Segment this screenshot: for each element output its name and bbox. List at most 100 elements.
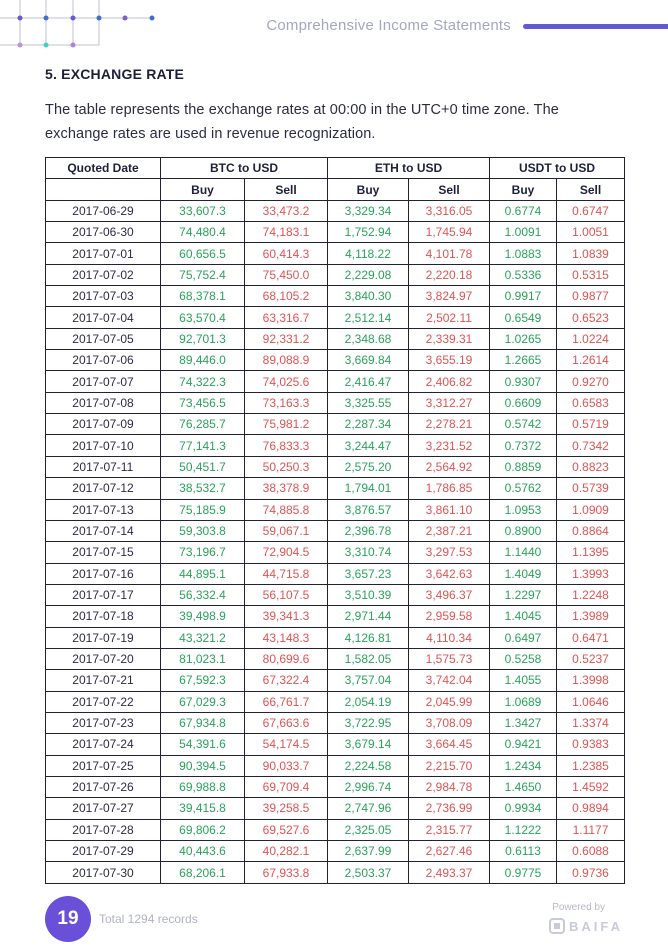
cell-usdt-buy: 0.8859 (489, 455, 557, 479)
cell-btc-buy: 68,378.1 (160, 285, 245, 308)
table-body: 2017-06-29 33,607.3 33,473.2 3,329.34 3,316.… (45, 199, 625, 884)
cell-eth-sell: 2,984.78 (408, 775, 490, 799)
table-row: 2017-07-27 39,415.8 39,258.5 2,747.96 2,736.… (45, 797, 625, 820)
cell-usdt-sell: 0.6747 (556, 199, 625, 223)
cell-date: 2017-07-18 (45, 605, 161, 628)
cell-btc-sell: 66,761.7 (244, 690, 328, 713)
cell-eth-sell: 3,655.19 (408, 349, 490, 372)
cell-eth-sell: 2,959.58 (408, 605, 490, 628)
cell-date: 2017-07-06 (45, 349, 161, 372)
cell-eth-buy: 4,126.81 (327, 626, 409, 649)
cell-date: 2017-07-22 (45, 690, 161, 713)
cell-btc-buy: 68,206.1 (160, 861, 245, 884)
cell-btc-sell: 69,527.6 (244, 818, 328, 842)
cell-date: 2017-07-19 (45, 626, 161, 649)
table-row: 2017-07-30 68,206.1 67,933.8 2,503.37 2,493.… (45, 861, 625, 884)
table-row: 2017-07-26 69,988.8 69,709.4 2,996.74 2,984.… (45, 775, 625, 799)
cell-usdt-buy: 1.4650 (489, 775, 557, 799)
cell-usdt-buy: 1.3427 (489, 711, 557, 735)
cell-eth-buy: 2,575.20 (327, 455, 409, 479)
cell-usdt-sell: 0.5237 (556, 647, 625, 671)
table-row: 2017-07-04 63,570.4 63,316.7 2,512.14 2,502.… (45, 306, 625, 329)
table-row: 2017-07-01 60,656.5 60,414.3 4,118.22 4,101.… (45, 242, 625, 265)
cell-eth-buy: 2,348.68 (327, 327, 409, 351)
cell-btc-buy: 76,285.7 (160, 413, 245, 436)
cell-usdt-sell: 1.3989 (556, 605, 625, 628)
table-row: 2017-07-13 75,185.9 74,885.8 3,876.57 3,861.… (45, 498, 625, 521)
cell-btc-sell: 72,904.5 (244, 541, 328, 564)
cell-date: 2017-07-20 (45, 647, 161, 671)
cell-usdt-sell: 1.0051 (556, 221, 625, 244)
cell-usdt-sell: 0.6583 (556, 391, 625, 415)
col-header-date: Quoted Date (45, 156, 161, 180)
cell-btc-buy: 69,806.2 (160, 818, 245, 842)
cell-eth-sell: 2,339.31 (408, 327, 490, 351)
cell-btc-sell: 68,105.2 (244, 285, 328, 308)
cell-btc-buy: 67,029.3 (160, 690, 245, 713)
cell-btc-buy: 40,443.6 (160, 839, 245, 863)
cell-eth-sell: 3,642.63 (408, 562, 490, 585)
cell-eth-buy: 1,794.01 (327, 477, 409, 500)
cell-btc-sell: 38,378.9 (244, 477, 328, 500)
cell-date: 2017-07-27 (45, 797, 161, 820)
cell-btc-buy: 50,451.7 (160, 455, 245, 479)
cell-usdt-buy: 0.9421 (489, 733, 557, 756)
cell-eth-buy: 2,416.47 (327, 370, 409, 393)
powered-by-label: Powered by (552, 902, 605, 913)
cell-eth-sell: 2,564.92 (408, 455, 490, 479)
cell-usdt-sell: 1.2248 (556, 583, 625, 607)
cell-btc-buy: 89,446.0 (160, 349, 245, 372)
cell-usdt-sell: 0.5315 (556, 263, 625, 287)
cell-btc-sell: 74,183.1 (244, 221, 328, 244)
cell-usdt-buy: 0.6549 (489, 306, 557, 329)
table-row: 2017-07-19 43,321.2 43,148.3 4,126.81 4,110.… (45, 626, 625, 649)
cell-date: 2017-07-28 (45, 818, 161, 842)
cell-usdt-buy: 1.4049 (489, 562, 557, 585)
cell-eth-buy: 2,054.19 (327, 690, 409, 713)
table-row: 2017-06-30 74,480.4 74,183.1 1,752.94 1,745.… (45, 221, 625, 244)
cell-usdt-sell: 1.2385 (556, 754, 625, 777)
table-row: 2017-07-05 92,701.3 92,331.2 2,348.68 2,339.… (45, 327, 625, 351)
cell-usdt-sell: 0.6471 (556, 626, 625, 649)
table-row: 2017-07-21 67,592.3 67,322.4 3,757.04 3,742.… (45, 669, 625, 692)
cell-usdt-buy: 0.5742 (489, 413, 557, 436)
cell-date: 2017-07-04 (45, 306, 161, 329)
col-header-eth: ETH to USD (327, 156, 490, 180)
cell-eth-sell: 3,316.05 (408, 199, 490, 223)
cell-btc-sell: 39,258.5 (244, 797, 328, 820)
cell-btc-sell: 75,450.0 (244, 263, 328, 287)
brand-name: BAIFA (569, 918, 623, 934)
cell-eth-buy: 3,669.84 (327, 349, 409, 372)
cell-date: 2017-07-10 (45, 434, 161, 457)
table-row: 2017-07-03 68,378.1 68,105.2 3,840.30 3,824.… (45, 285, 625, 308)
table-row: 2017-07-15 73,196.7 72,904.5 3,310.74 3,297.… (45, 541, 625, 564)
cell-btc-sell: 67,663.6 (244, 711, 328, 735)
cell-eth-buy: 3,310.74 (327, 541, 409, 564)
header-accent-bar (523, 24, 668, 29)
table-row: 2017-07-16 44,895.1 44,715.8 3,657.23 3,642.… (45, 562, 625, 585)
cell-btc-buy: 77,141.3 (160, 434, 245, 457)
table-header-row: Quoted Date BTC to USD ETH to USD USDT t… (45, 156, 625, 180)
cell-eth-buy: 3,329.34 (327, 199, 409, 223)
cell-eth-sell: 3,312.27 (408, 391, 490, 415)
cell-eth-buy: 3,325.55 (327, 391, 409, 415)
cell-usdt-buy: 0.9307 (489, 370, 557, 393)
cell-usdt-buy: 0.9775 (489, 861, 557, 884)
col-subheader-eth-buy: Buy (327, 178, 409, 201)
cell-btc-sell: 74,885.8 (244, 498, 328, 521)
cell-eth-buy: 2,512.14 (327, 306, 409, 329)
cell-btc-buy: 81,023.1 (160, 647, 245, 671)
cell-btc-buy: 54,391.6 (160, 733, 245, 756)
cell-date: 2017-06-30 (45, 221, 161, 244)
table-row: 2017-07-18 39,498.9 39,341.3 2,971.44 2,959.… (45, 605, 625, 628)
cell-usdt-sell: 0.5719 (556, 413, 625, 436)
cell-usdt-sell: 1.3998 (556, 669, 625, 692)
cell-date: 2017-07-09 (45, 413, 161, 436)
cell-btc-buy: 56,332.4 (160, 583, 245, 607)
cell-eth-sell: 3,708.09 (408, 711, 490, 735)
col-subheader-usdt-buy: Buy (489, 178, 557, 201)
section-title: 5. EXCHANGE RATE (45, 66, 185, 82)
col-subheader-usdt-sell: Sell (556, 178, 625, 201)
cell-eth-buy: 3,510.39 (327, 583, 409, 607)
cell-eth-sell: 2,387.21 (408, 519, 490, 543)
